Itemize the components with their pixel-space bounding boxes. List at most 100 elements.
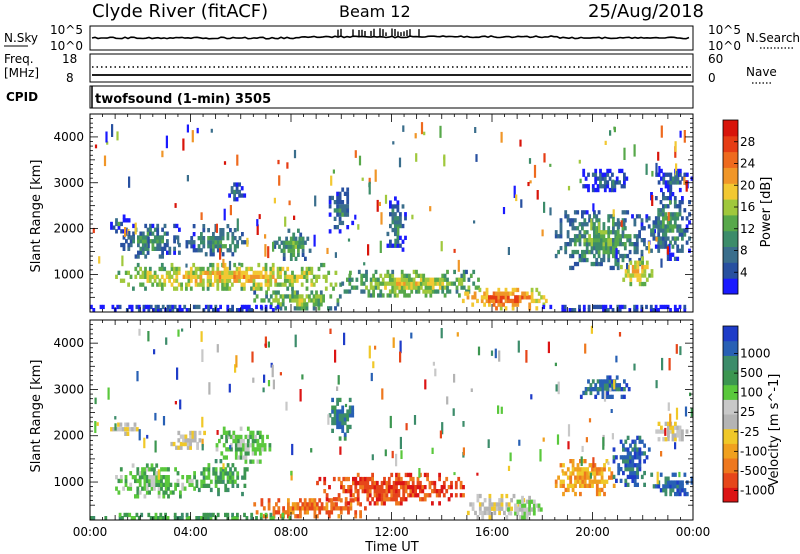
range-cell — [415, 273, 418, 278]
range-cell — [506, 291, 510, 296]
range-cell — [660, 176, 663, 181]
range-cell — [620, 394, 624, 399]
range-cell — [573, 218, 577, 223]
range-cell — [206, 282, 210, 287]
range-cell — [117, 427, 120, 432]
range-cell — [133, 516, 136, 521]
range-cell — [498, 510, 501, 516]
range-cell — [145, 463, 149, 468]
range-cell — [669, 196, 672, 201]
range-cell — [664, 172, 668, 177]
range-cell — [322, 298, 325, 303]
range-cell — [457, 259, 460, 272]
range-cell — [423, 485, 427, 490]
range-cell — [645, 304, 648, 310]
range-cell — [156, 246, 160, 251]
range-cell — [138, 478, 142, 484]
range-cell — [269, 274, 273, 279]
range-cell — [144, 254, 148, 259]
range-cell — [212, 471, 216, 476]
range-cell — [404, 485, 408, 490]
range-cell — [271, 274, 275, 279]
range-cell — [291, 286, 294, 291]
range-cell — [202, 475, 206, 480]
range-cell — [238, 262, 241, 266]
range-cell — [233, 244, 237, 249]
range-cell — [408, 273, 411, 278]
range-cell — [341, 424, 345, 430]
range-cell — [441, 285, 445, 290]
range-cell — [472, 281, 476, 286]
range-cell — [607, 246, 611, 251]
range-cell — [666, 228, 670, 233]
range-cell — [261, 438, 265, 444]
range-cell — [154, 512, 158, 518]
range-cell — [399, 243, 402, 248]
range-cell — [383, 493, 386, 498]
range-cell — [678, 480, 682, 485]
range-cell — [504, 291, 508, 296]
range-cell — [296, 294, 299, 299]
range-cell — [599, 168, 602, 174]
range-cell — [156, 239, 160, 244]
range-cell — [511, 291, 515, 296]
range-cell — [156, 274, 159, 279]
range-cell — [419, 497, 422, 502]
range-cell — [291, 502, 295, 507]
range-cell — [161, 150, 164, 158]
range-cell — [661, 304, 665, 310]
range-cell — [187, 278, 191, 283]
range-cell — [597, 218, 601, 223]
range-cell — [436, 281, 440, 286]
range-cell — [292, 240, 296, 245]
range-cell — [368, 181, 371, 195]
range-cell — [619, 439, 623, 444]
range-cell — [324, 278, 328, 283]
range-cell — [256, 438, 260, 444]
range-cell — [372, 273, 375, 278]
range-cell — [328, 195, 332, 201]
range-cell — [255, 274, 258, 279]
range-cell — [242, 447, 245, 452]
range-cell — [191, 438, 195, 443]
range-cell — [348, 424, 352, 430]
range-cell — [603, 467, 606, 472]
range-cell — [246, 426, 250, 431]
range-cell — [371, 472, 374, 478]
range-cell — [595, 257, 599, 263]
range-cell — [441, 281, 445, 286]
range-cell — [207, 471, 211, 476]
range-cell — [245, 304, 249, 310]
range-cell — [615, 235, 618, 243]
range-cell — [139, 266, 142, 272]
range-cell — [182, 438, 185, 443]
range-cell — [379, 273, 383, 278]
range-cell — [257, 282, 261, 287]
range-cell — [669, 192, 672, 197]
range-cell — [462, 277, 466, 282]
range-cell — [291, 282, 294, 287]
range-cell — [659, 240, 663, 245]
range-cell — [409, 493, 413, 498]
range-cell — [576, 471, 580, 476]
range-cell — [156, 242, 160, 248]
range-cell — [158, 239, 162, 244]
range-cell — [279, 302, 283, 307]
range-cell — [381, 281, 385, 286]
range-cell — [92, 227, 95, 234]
range-cell — [362, 289, 366, 294]
range-cell — [289, 244, 293, 249]
range-cell — [415, 285, 418, 290]
range-cell — [226, 475, 230, 480]
range-cell — [621, 242, 625, 247]
colorbar-swatch — [723, 355, 738, 371]
range-cell — [676, 484, 680, 489]
range-cell — [202, 512, 206, 518]
range-cell — [656, 471, 659, 485]
range-cell — [569, 471, 573, 476]
range-cell — [176, 367, 179, 380]
range-cell — [679, 130, 682, 138]
range-cell — [333, 208, 337, 213]
range-cell — [414, 133, 417, 139]
range-cell — [179, 490, 182, 495]
